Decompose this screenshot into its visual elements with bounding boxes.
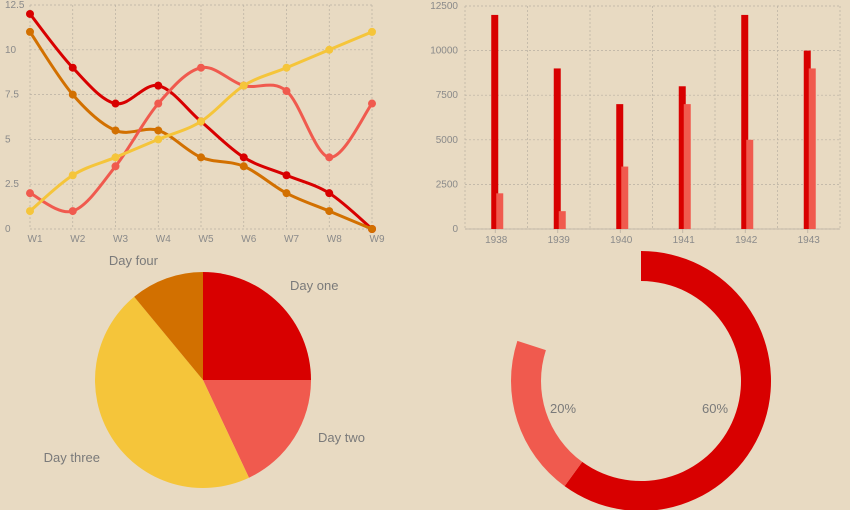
pie-slice-label: Day two (318, 430, 365, 445)
bar-series-1 (491, 14, 499, 230)
line-point (239, 153, 248, 162)
bar-y-tick-label: 10000 (430, 46, 458, 57)
line-point (154, 99, 163, 108)
line-point (111, 99, 120, 108)
line-chart: 0 2.5 5 7.5 10 12.5 W1 W2 W3 W4 W5 W6 W7 W8 W9 (5, 0, 385, 245)
pie-slice-label: Day four (109, 253, 159, 268)
line-point (282, 87, 291, 96)
line-x-tick-label: W1 (28, 234, 43, 245)
donut-segment (511, 340, 583, 487)
line-x-tick-label: W3 (113, 234, 128, 245)
line-point (68, 63, 77, 72)
bar-series-2 (683, 104, 691, 229)
donut-segment (564, 251, 771, 510)
line-y-tick-label: 12.5 (5, 0, 25, 11)
line-point (111, 162, 120, 171)
bar-series-2 (621, 166, 629, 229)
line-point (325, 207, 334, 216)
line-point (239, 81, 248, 90)
line-x-tick-label: W7 (284, 234, 299, 245)
bar-x-tick-label: 1943 (798, 235, 821, 246)
line-point (325, 45, 334, 54)
line-y-tick-label: 7.5 (5, 90, 19, 101)
bar-y-tick-label: 2500 (436, 179, 459, 190)
bar-series-1 (803, 50, 811, 229)
bar-series-2 (746, 139, 754, 229)
line-point (154, 81, 163, 90)
pie-slice-label: Day three (44, 450, 100, 465)
line-x-tick-label: W9 (370, 234, 385, 245)
line-point (368, 99, 376, 108)
line-point (368, 225, 376, 233)
donut-segment-label: 20% (550, 401, 576, 416)
bar-y-tick-label: 0 (452, 224, 458, 235)
line-point (111, 153, 120, 162)
bar-y-tick-label: 12500 (430, 1, 458, 12)
bar-x-tick-label: 1939 (548, 235, 571, 246)
pie-slice (203, 272, 311, 380)
bar-series-2 (496, 193, 504, 229)
line-point (111, 126, 120, 135)
bar-series-1 (741, 14, 749, 230)
line-point (68, 90, 77, 99)
line-point (68, 171, 77, 180)
line-point (239, 162, 248, 171)
line-point (26, 27, 34, 36)
line-point (282, 171, 291, 180)
line-point (325, 153, 334, 162)
line-point (154, 126, 163, 135)
bar-y-tick-label: 5000 (436, 135, 459, 146)
bar-series-2 (808, 68, 816, 229)
line-point (154, 135, 163, 144)
line-point (282, 63, 291, 72)
line-point (26, 207, 34, 216)
line-x-tick-label: W8 (327, 234, 342, 245)
bar-series-1 (553, 68, 561, 229)
line-point (68, 207, 77, 216)
bar-chart: 0 2500 5000 7500 10000 12500 1938 1939 1940 1941 1… (430, 1, 841, 246)
line-point (197, 117, 205, 126)
bar-x-tick-label: 1942 (735, 235, 758, 246)
donut-chart: 60% 20% (511, 251, 771, 510)
bar-x-tick-label: 1941 (673, 235, 696, 246)
line-point (26, 9, 34, 18)
line-x-tick-label: W5 (199, 234, 214, 245)
pie-slice-label: Day one (290, 278, 338, 293)
bar-x-tick-label: 1940 (610, 235, 633, 246)
bar-series-1 (678, 86, 686, 229)
line-point (197, 63, 205, 72)
line-point (325, 189, 334, 198)
line-point (368, 27, 376, 36)
pie-chart: Day one Day two Day three Day four (44, 253, 365, 488)
line-point (282, 189, 291, 198)
line-y-tick-label: 2.5 (5, 179, 19, 190)
donut-segment-label: 60% (702, 401, 728, 416)
line-point (26, 189, 34, 198)
line-x-tick-label: W4 (156, 234, 171, 245)
bar-series-1 (616, 104, 624, 229)
bar-x-tick-label: 1938 (485, 235, 508, 246)
line-x-tick-label: W2 (70, 234, 85, 245)
line-y-tick-label: 5 (5, 134, 11, 145)
pie-slice (134, 272, 203, 380)
bar-series-2 (558, 211, 566, 229)
line-x-tick-label: W6 (241, 234, 256, 245)
line-point (197, 153, 205, 162)
line-y-tick-label: 10 (5, 45, 17, 56)
bar-y-tick-label: 7500 (436, 90, 459, 101)
pie-slice (95, 296, 249, 488)
pie-slice (203, 380, 311, 478)
line-y-tick-label: 0 (5, 224, 11, 235)
